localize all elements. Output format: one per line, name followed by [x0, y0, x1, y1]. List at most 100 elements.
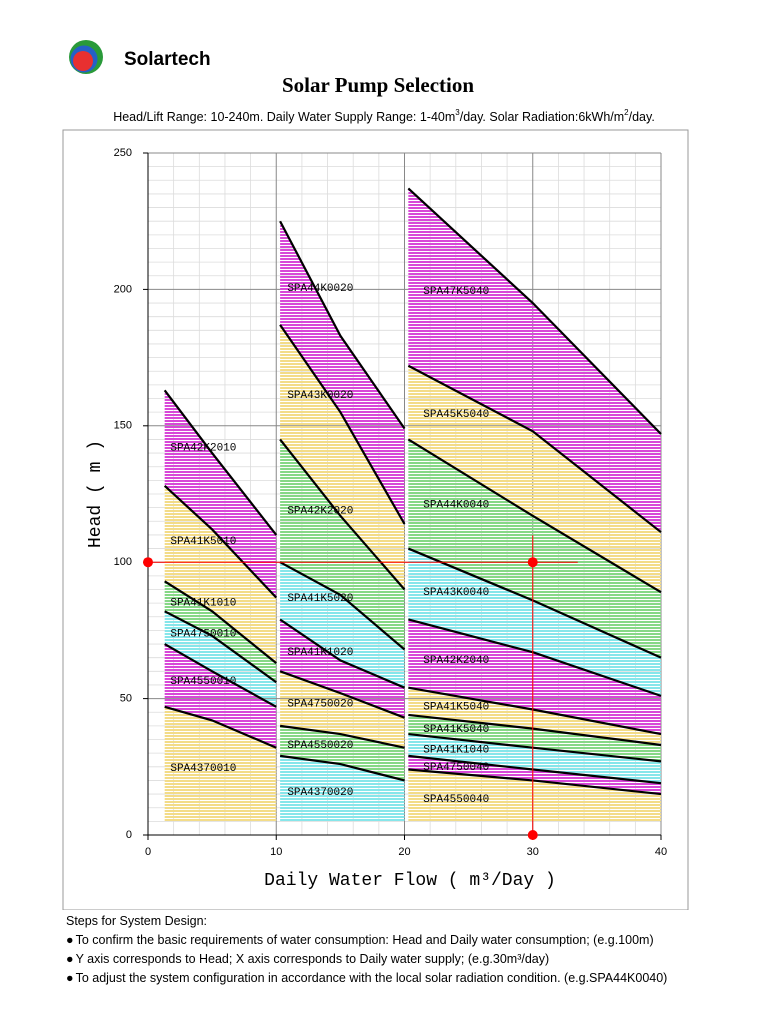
band: [408, 619, 661, 735]
curve: [407, 364, 662, 534]
band-label: SPA41K5020: [287, 593, 353, 605]
band-label: SPA41K1020: [287, 647, 353, 659]
band-label: SPA45K5040: [423, 409, 489, 421]
subtitle-part: /day. Solar Radiation:6kWh/m: [460, 110, 624, 124]
y-tick-label: 50: [120, 693, 132, 705]
step: To confirm the basic requirements of wat…: [66, 931, 667, 950]
band-label: SPA44K0040: [423, 500, 489, 512]
band-label: SPA4550040: [423, 794, 489, 806]
band: [164, 581, 277, 683]
chart-subtitle: Head/Lift Range: 10-240m. Daily Water Su…: [113, 108, 655, 124]
band-label: SPA4750010: [170, 629, 236, 641]
superscript: 2: [624, 108, 629, 117]
y-tick-label: 200: [114, 283, 132, 295]
band: [408, 687, 661, 745]
band: [280, 324, 405, 590]
band: [280, 619, 405, 718]
steps: Steps for System Design: To confirm the …: [66, 912, 667, 988]
curve: [279, 324, 406, 525]
band-label: SPA42K2040: [423, 655, 489, 667]
example-dot: [143, 557, 153, 568]
band-label: SPA4550020: [287, 740, 353, 752]
y-tick-label: 250: [114, 147, 132, 159]
band-label: SPA4750040: [423, 762, 489, 774]
curve: [407, 438, 662, 594]
curve: [279, 220, 406, 430]
step: Y axis corresponds to Head; X axis corre…: [66, 950, 667, 969]
curve: [279, 754, 405, 782]
step-text: To adjust the system configuration in ac…: [75, 971, 668, 985]
band-label: SPA41K1010: [170, 597, 236, 609]
curve: [407, 187, 662, 435]
band-label: SPA41K1040: [423, 745, 489, 757]
curve: [279, 670, 405, 719]
step: To adjust the system configuration in ac…: [66, 969, 668, 988]
band-label: SPA41K5040: [423, 724, 489, 736]
band: [280, 562, 405, 688]
steps-heading: Steps for System Design:: [66, 914, 208, 928]
curve: [164, 643, 277, 708]
band-label: SPA47K5040: [423, 286, 489, 298]
subtitle-part: Head/Lift Range: 10-240m. Daily Water Su…: [113, 110, 455, 124]
band-label: SPA43K0020: [287, 390, 353, 402]
chart: Solartech Solar Pump Selection Head/Lift…: [62, 40, 689, 910]
band: [408, 188, 661, 533]
x-tick-label: 0: [145, 846, 151, 858]
band: [280, 671, 405, 748]
curve: [279, 561, 406, 651]
band-label: SPA4370020: [287, 787, 353, 799]
example-dot: [527, 830, 538, 840]
band-label: SPA4550010: [170, 676, 236, 688]
logo: [69, 40, 103, 74]
chart-title: Solar Pump Selection: [282, 73, 474, 97]
band: [408, 548, 661, 696]
superscript: 3: [455, 108, 460, 117]
band: [280, 439, 405, 650]
x-axis-title: Daily Water Flow ( m³/Day ): [264, 871, 556, 891]
band-label: SPA41K5040: [423, 701, 489, 713]
bands: [164, 188, 661, 822]
step-text: To confirm the basic requirements of wat…: [75, 933, 654, 947]
curve: [279, 724, 405, 749]
band-label: SPA44K0020: [287, 283, 353, 295]
band: [164, 485, 277, 664]
band: [280, 755, 405, 822]
subtitle-part: /day.: [629, 110, 655, 124]
band: [164, 706, 277, 822]
band: [164, 611, 277, 707]
x-tick-label: 10: [270, 846, 282, 858]
band: [408, 365, 661, 593]
band: [164, 644, 277, 748]
band-label: SPA42K2020: [287, 505, 353, 517]
curve: [164, 610, 277, 684]
band: [280, 221, 405, 525]
curve: [163, 389, 278, 536]
brand: Solartech: [124, 49, 211, 70]
x-tick-label: 40: [655, 846, 667, 858]
band-label: SPA42K2010: [170, 442, 236, 454]
step-text: Y axis corresponds to Head; X axis corre…: [75, 952, 550, 966]
curve: [279, 618, 405, 689]
y-tick-label: 0: [126, 829, 132, 841]
band-label: SPA4750020: [287, 698, 353, 710]
x-tick-label: 30: [527, 846, 539, 858]
band: [408, 755, 661, 795]
band: [408, 439, 661, 658]
y-tick-label: 100: [114, 556, 132, 568]
curve: [164, 580, 277, 664]
logo-ring: [73, 51, 93, 71]
x-tick-label: 20: [398, 846, 410, 858]
band: [408, 714, 661, 762]
band-label: SPA4370010: [170, 763, 236, 775]
curve: [164, 705, 277, 749]
band: [408, 734, 661, 784]
curve: [163, 485, 278, 599]
curve: [279, 438, 406, 591]
y-tick-label: 150: [114, 420, 132, 432]
band: [280, 725, 405, 781]
example-dot: [527, 557, 538, 568]
band: [164, 390, 277, 598]
labels: SPA42K2010 SPA41K5010 SPA41K1010 SPA4750010…: [170, 283, 489, 806]
band: [408, 769, 661, 822]
